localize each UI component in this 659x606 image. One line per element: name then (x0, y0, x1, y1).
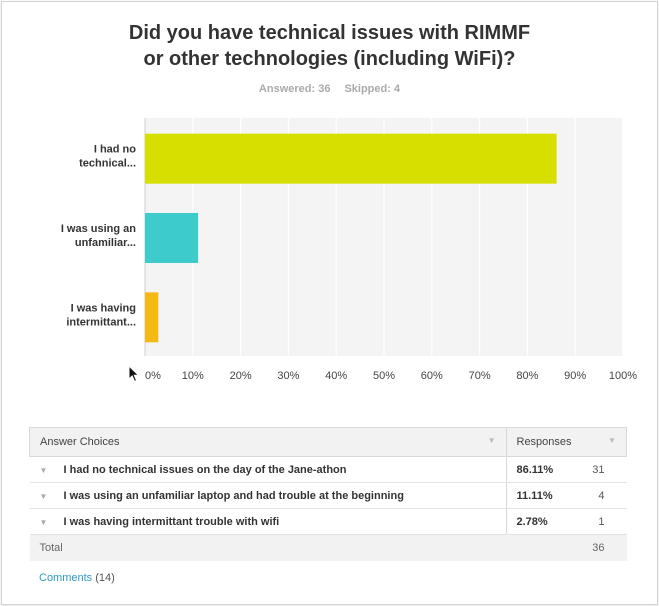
x-tick-label: 100% (609, 370, 637, 382)
responses-header-label: Responses (516, 436, 572, 448)
total-label: Total (29, 534, 506, 561)
question-title: Did you have technical issues with RIMMF… (0, 20, 659, 72)
x-tick-label: 30% (277, 370, 299, 382)
x-tick-label: 80% (516, 370, 538, 382)
category-label: intermittant... (66, 316, 136, 328)
table-row: ▼ I had no technical issues on the day of… (29, 456, 627, 483)
table-row: ▼ I was having intermittant trouble with … (29, 508, 627, 535)
response-count: 4 (574, 482, 627, 509)
chevron-down-icon[interactable]: ▼ (608, 436, 616, 445)
x-tick-label: 20% (230, 370, 252, 382)
chevron-down-icon[interactable]: ▼ (39, 465, 48, 475)
comments-label[interactable]: Comments (39, 572, 93, 584)
skipped-count: Skipped: 4 (344, 83, 401, 95)
bar-chart: 0% 10% 20% 30% 40% 50% 60% 70% 80% 90% 100% I had n… (61, 118, 637, 382)
x-tick-label: 90% (564, 370, 586, 382)
answer-choice-cell: ▼ I was having intermittant trouble with … (29, 508, 506, 535)
table-row: ▼ I was using an unfamiliar laptop and ha… (29, 482, 627, 509)
mouse-cursor-icon (128, 365, 140, 383)
comments-count: (14) (95, 572, 115, 584)
question-title-line-2: or other technologies (including WiFi)? (143, 48, 516, 70)
category-label: I had no (94, 144, 136, 156)
response-summary: Answered: 36 Skipped: 4 (0, 83, 659, 95)
answer-choice-text: I was using an unfamiliar laptop and had… (63, 489, 404, 502)
bar (145, 133, 557, 184)
chevron-down-icon[interactable]: ▼ (39, 491, 48, 501)
responses-table: Answer Choices ▼ Responses ▼ ▼ I had no t… (29, 427, 627, 561)
responses-header[interactable]: Responses ▼ (505, 427, 627, 457)
total-spacer (506, 534, 575, 561)
answer-choice-cell: ▼ I was using an unfamiliar laptop and ha… (29, 482, 506, 509)
x-tick-label: 0% (145, 370, 161, 382)
bar (145, 292, 159, 343)
total-row: Total 36 (29, 534, 627, 561)
answer-choice-text: I had no technical issues on the day of … (63, 463, 347, 476)
total-count: 36 (574, 534, 627, 561)
x-tick-label: 60% (421, 370, 443, 382)
chevron-down-icon[interactable]: ▼ (39, 517, 48, 527)
x-tick-label: 50% (373, 370, 395, 382)
category-label: technical... (79, 158, 136, 170)
answer-choices-header-label: Answer Choices (40, 436, 120, 448)
x-tick-label: 70% (469, 370, 491, 382)
answer-choices-header[interactable]: Answer Choices ▼ (29, 427, 507, 457)
category-label: unfamiliar... (75, 237, 136, 249)
category-label: I was having (71, 302, 136, 314)
response-percent: 86.11% (505, 456, 575, 483)
bar (145, 213, 199, 263)
response-percent: 11.11% (505, 482, 575, 509)
category-label: I was using an (61, 223, 136, 235)
response-count: 1 (574, 508, 627, 535)
comments-link[interactable]: Comments (14) (39, 572, 115, 584)
x-tick-label: 40% (325, 370, 347, 382)
answer-choice-cell: ▼ I had no technical issues on the day of… (29, 456, 506, 483)
response-percent: 2.78% (505, 508, 575, 535)
question-title-line-1: Did you have technical issues with RIMMF (128, 22, 531, 44)
response-count: 31 (574, 456, 627, 483)
answered-count: Answered: 36 (258, 83, 331, 95)
chevron-down-icon[interactable]: ▼ (487, 436, 496, 445)
answer-choice-text: I was having intermittant trouble with w… (63, 515, 280, 528)
x-tick-label: 10% (182, 370, 204, 382)
